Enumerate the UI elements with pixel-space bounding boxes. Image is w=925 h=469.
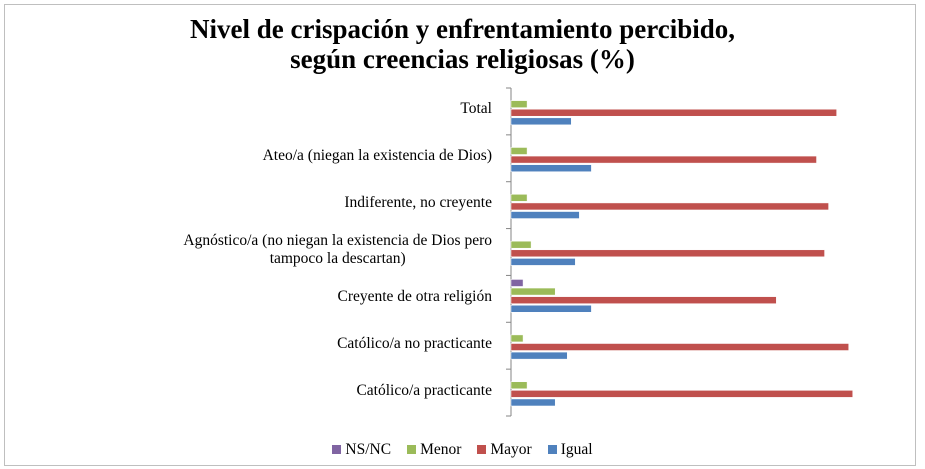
y-tick-label-text: Total [460,100,492,118]
bar [510,240,532,249]
y-tick-label-text: Católico/a no practicante [337,334,492,352]
y-tick-label-text: Ateo/a (niegan la existencia de Dios) [262,147,492,165]
bar [510,296,777,304]
legend-label: Menor [420,441,462,458]
y-tick-label: Agnóstico/a (no niegan la existencia de … [22,232,492,268]
legend-swatch [407,445,417,454]
y-tick-label: Católico/a practicante [22,382,492,400]
y-tick-label-text: Creyente de otra religión [337,287,492,305]
chart-title: Nivel de crispación y enfrentamiento per… [190,14,735,74]
bar [510,334,524,343]
legend-label: Mayor [490,441,532,458]
y-tick-label: Total [22,100,492,118]
bar [510,351,568,360]
bar [510,211,580,219]
bar [510,279,524,287]
y-tick-label: Católico/a no practicante [22,335,492,353]
legend-swatch [477,445,487,454]
legend-swatch [332,445,342,454]
bar [510,381,528,390]
bar [510,287,556,296]
y-tick-label: Indiferente, no creyente [22,194,492,212]
bar [510,398,556,407]
bar [510,194,528,202]
legend: NS/NC Menor Mayor Igual [0,441,925,459]
y-tick-label-text: Indiferente, no creyente [344,194,492,212]
bar [510,155,817,164]
bar [510,249,825,258]
bar [510,108,837,117]
legend-item: Mayor [477,441,532,459]
y-tick-label-text: Católico/a practicante [356,381,492,399]
legend-label: NS/NC [345,441,392,458]
bar [510,164,592,172]
legend-item: Igual [547,441,593,459]
bar [510,202,829,211]
legend-item: Menor [407,441,461,459]
bar [510,390,853,398]
y-tick-label-text: Agnóstico/a (no niegan la existencia de … [183,232,492,267]
chart-frame [4,4,916,466]
y-tick-label: Creyente de otra religión [22,288,492,306]
bar [510,117,572,126]
bar [510,305,592,313]
bar [510,147,528,155]
y-tick-label: Ateo/a (niegan la existencia de Dios) [22,147,492,165]
legend-item: NS/NC [332,441,391,459]
bar [510,100,528,108]
bar [510,258,576,266]
legend-label: Igual [560,441,593,458]
legend-swatch [547,445,557,454]
bar [510,343,849,351]
